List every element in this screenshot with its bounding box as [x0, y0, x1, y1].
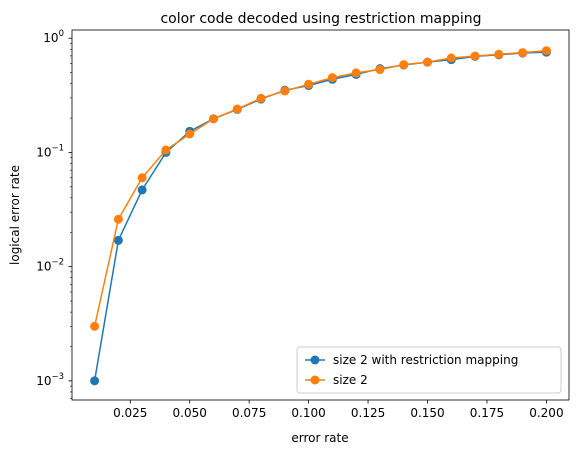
legend-marker — [310, 375, 320, 385]
series-2-point — [304, 79, 314, 89]
y-tick-label: 100 — [43, 29, 64, 45]
y-axis: 10−3 10−2 10−1 100 — [36, 29, 72, 399]
series-2-point — [280, 86, 290, 96]
series-2-point — [113, 214, 123, 224]
series-2-point — [185, 129, 195, 139]
x-tick-label: 0.150 — [410, 406, 444, 420]
x-tick-label: 0.175 — [470, 406, 504, 420]
x-tick-label: 0.200 — [529, 406, 563, 420]
legend: size 2 with restriction mapping size 2 — [296, 346, 562, 394]
y-tick-label: 10−2 — [36, 258, 64, 274]
series-2-point — [90, 321, 100, 331]
x-axis: 0.025 0.050 0.075 0.100 0.125 0.150 0.175 0.200 — [113, 400, 564, 420]
legend-marker — [310, 355, 320, 365]
plot-area — [90, 46, 551, 386]
chart-title: color code decoded using restriction map… — [160, 11, 481, 27]
series-2-point — [375, 65, 385, 75]
series-1-point — [113, 235, 123, 245]
x-tick-label: 0.075 — [232, 406, 266, 420]
x-axis-label: error rate — [291, 431, 348, 445]
legend-box — [296, 346, 562, 394]
series-2-point — [208, 114, 218, 124]
series-1-point — [137, 185, 147, 195]
series-2-point — [327, 73, 337, 83]
series-1-point — [90, 376, 100, 386]
y-axis-label: logical error rate — [8, 165, 22, 265]
series-2-point — [256, 93, 266, 103]
legend-label: size 2 with restriction mapping — [333, 353, 518, 367]
x-tick-label: 0.100 — [291, 406, 325, 420]
series-2-point — [470, 51, 480, 61]
series-2-point — [494, 49, 504, 59]
x-tick-label: 0.025 — [113, 406, 147, 420]
y-tick-label: 10−3 — [36, 372, 64, 388]
axes-frame — [71, 29, 570, 401]
series-2-point — [541, 46, 551, 56]
series-2-point — [232, 104, 242, 114]
series-2-point — [351, 68, 361, 78]
series-2-point — [137, 173, 147, 183]
x-tick-label: 0.125 — [351, 406, 385, 420]
series-2-point — [399, 60, 409, 70]
y-tick-label: 10−1 — [36, 143, 64, 159]
legend-label: size 2 — [333, 373, 368, 387]
x-tick-label: 0.050 — [173, 406, 207, 420]
series-2-point — [446, 53, 456, 63]
series-2-point — [161, 145, 171, 155]
series-2-point — [518, 48, 528, 58]
series-2-point — [423, 57, 433, 67]
